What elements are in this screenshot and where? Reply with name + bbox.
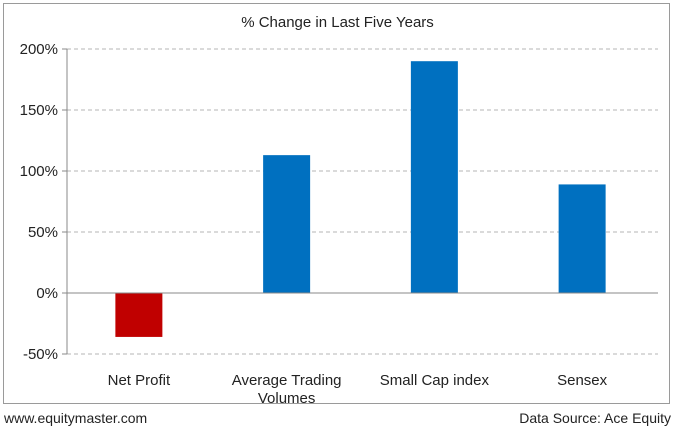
y-axis-ticks: -50% 0% 50% 100% 150% 200%: [20, 41, 67, 363]
y-tick-label: 100%: [20, 163, 58, 180]
footer-data-source: Data Source: Ace Equity: [519, 410, 671, 426]
y-tick-label: 150%: [20, 102, 58, 119]
bars: [115, 61, 606, 337]
x-category-label: Average Trading: [232, 372, 342, 389]
y-tick-label: -50%: [23, 346, 58, 363]
chart-title: % Change in Last Five Years: [241, 14, 434, 31]
bar-4: [558, 184, 606, 293]
bar-2: [263, 155, 311, 293]
chart-frame: -50% 0% 50% 100% 150% 200% Net Profit Average …: [3, 3, 670, 405]
axes: [66, 49, 658, 354]
x-category-label: Sensex: [557, 372, 608, 389]
y-tick-label: 50%: [28, 224, 58, 241]
bar-chart: -50% 0% 50% 100% 150% 200% Net Profit Average …: [20, 41, 658, 405]
x-category-label: Volumes: [258, 390, 316, 405]
y-tick-label: 200%: [20, 41, 58, 58]
x-category-label: Net Profit: [108, 372, 171, 389]
x-category-label: Small Cap index: [380, 372, 490, 389]
bar-3: [410, 61, 458, 294]
y-tick-label: 0%: [36, 285, 58, 302]
bar-1: [115, 293, 163, 337]
footer-source-site: www.equitymaster.com: [4, 410, 148, 426]
